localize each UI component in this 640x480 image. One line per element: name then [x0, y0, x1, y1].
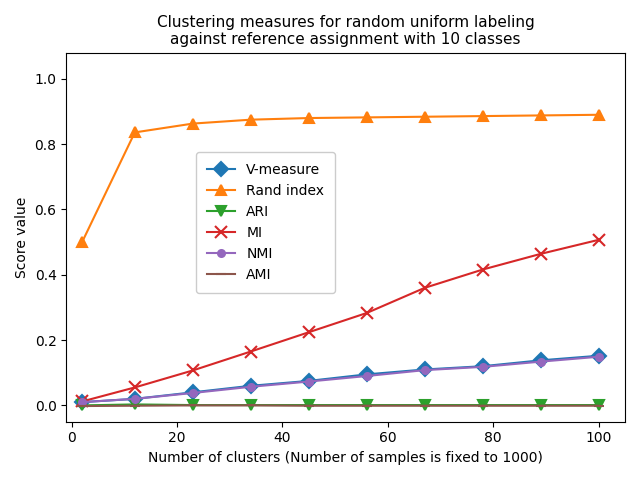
- AMI: [595, 403, 602, 408]
- Y-axis label: Score value: Score value: [15, 197, 29, 278]
- MI: [479, 267, 486, 273]
- ARI: [421, 402, 429, 408]
- Rand index: [131, 130, 139, 135]
- Rand index: [189, 120, 196, 126]
- NMI: [363, 373, 371, 379]
- ARI: [479, 402, 486, 408]
- ARI: [537, 402, 545, 408]
- MI: [78, 398, 86, 404]
- Rand index: [421, 114, 429, 120]
- ARI: [189, 402, 196, 408]
- V-measure: [363, 372, 371, 377]
- X-axis label: Number of clusters (Number of samples is fixed to 1000): Number of clusters (Number of samples is…: [148, 451, 543, 465]
- MI: [363, 310, 371, 316]
- AMI: [189, 403, 196, 408]
- NMI: [537, 359, 545, 364]
- Rand index: [78, 239, 86, 245]
- AMI: [479, 403, 486, 408]
- ARI: [305, 402, 312, 408]
- Title: Clustering measures for random uniform labeling
against reference assignment wit: Clustering measures for random uniform l…: [157, 15, 534, 48]
- MI: [189, 368, 196, 373]
- AMI: [131, 403, 139, 408]
- V-measure: [305, 378, 312, 384]
- Rand index: [537, 112, 545, 118]
- AMI: [537, 403, 545, 408]
- AMI: [363, 403, 371, 408]
- Line: Rand index: Rand index: [77, 110, 604, 247]
- MI: [305, 329, 312, 335]
- MI: [537, 251, 545, 257]
- MI: [595, 237, 602, 243]
- Line: AMI: AMI: [77, 400, 604, 411]
- Rand index: [479, 113, 486, 119]
- MI: [421, 285, 429, 291]
- Rand index: [247, 117, 255, 122]
- V-measure: [78, 399, 86, 405]
- ARI: [78, 403, 86, 408]
- ARI: [247, 402, 255, 408]
- AMI: [247, 403, 255, 408]
- Line: MI: MI: [77, 234, 604, 407]
- ARI: [131, 402, 139, 408]
- MI: [131, 384, 139, 390]
- AMI: [305, 403, 312, 408]
- NMI: [189, 390, 196, 396]
- ARI: [595, 402, 602, 408]
- Line: NMI: NMI: [79, 353, 602, 406]
- MI: [247, 348, 255, 354]
- Rand index: [595, 112, 602, 118]
- Legend: V-measure, Rand index, ARI, MI, NMI, AMI: V-measure, Rand index, ARI, MI, NMI, AMI: [196, 152, 335, 293]
- ARI: [363, 402, 371, 408]
- NMI: [247, 384, 255, 390]
- V-measure: [595, 353, 602, 359]
- V-measure: [189, 389, 196, 395]
- NMI: [305, 379, 312, 384]
- NMI: [479, 364, 486, 370]
- V-measure: [131, 396, 139, 402]
- V-measure: [421, 367, 429, 372]
- Line: ARI: ARI: [77, 399, 604, 410]
- NMI: [78, 399, 86, 405]
- Line: V-measure: V-measure: [77, 351, 604, 407]
- V-measure: [479, 363, 486, 369]
- NMI: [421, 367, 429, 373]
- AMI: [78, 403, 86, 409]
- V-measure: [537, 358, 545, 363]
- Rand index: [305, 115, 312, 121]
- AMI: [421, 403, 429, 408]
- Rand index: [363, 115, 371, 120]
- V-measure: [247, 383, 255, 389]
- NMI: [595, 354, 602, 360]
- NMI: [131, 396, 139, 402]
